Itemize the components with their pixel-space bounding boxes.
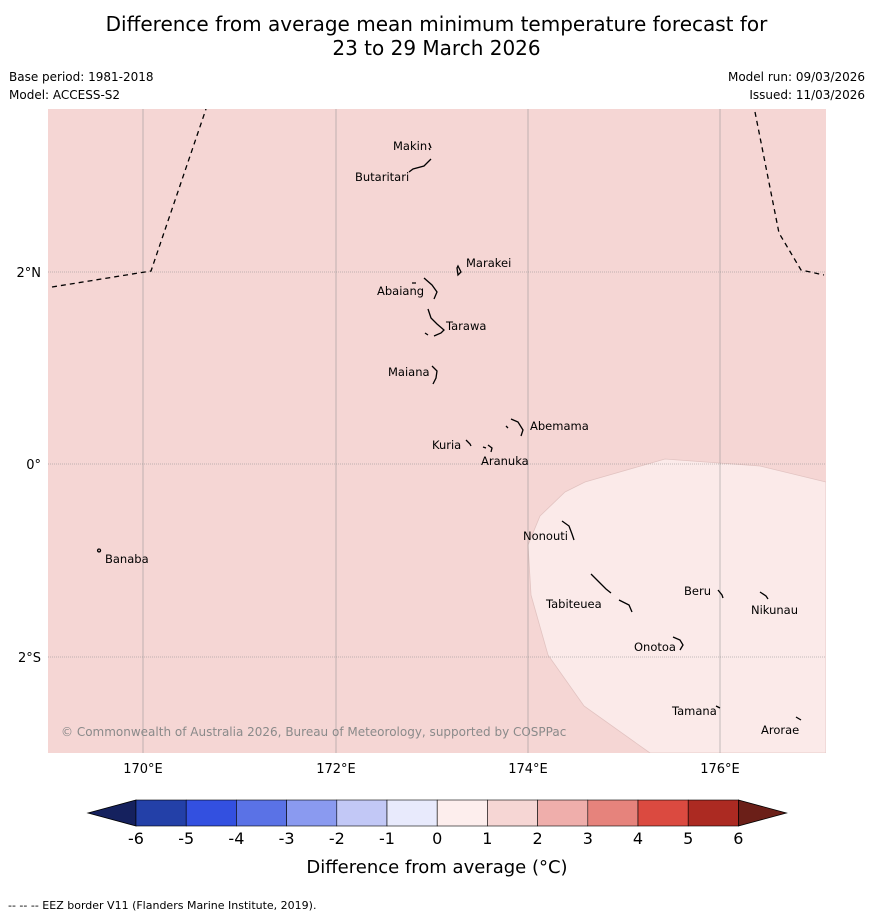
label-abaiang: Abaiang xyxy=(377,284,424,298)
island-kuria xyxy=(465,439,472,447)
island-makin xyxy=(428,142,432,151)
colorbar-under-triangle xyxy=(86,799,137,827)
gridlines xyxy=(48,109,826,753)
colorbar-segment xyxy=(336,799,388,827)
label-nikunau: Nikunau xyxy=(751,603,798,617)
label-abemama: Abemama xyxy=(530,419,589,433)
colorbar-segment xyxy=(185,799,237,827)
issued-date: Issued: 11/03/2026 xyxy=(749,88,865,102)
lat-label-0: 0° xyxy=(26,458,41,473)
colorbar-segment xyxy=(135,799,187,827)
meta-left: Base period: 1981-2018 Model: ACCESS-S2 xyxy=(9,68,154,104)
label-aranuka: Aranuka xyxy=(481,454,529,468)
colorbar-segment xyxy=(236,799,287,827)
lat-label-2n: 2°N xyxy=(17,266,42,281)
eez-border-west xyxy=(51,109,207,288)
label-tamana: Tamana xyxy=(671,704,717,718)
colorbar-segment xyxy=(587,799,639,827)
colorbar-segment xyxy=(537,799,589,827)
colorbar-segment xyxy=(637,799,689,827)
label-makin: Makin xyxy=(393,139,427,153)
island-marakei xyxy=(456,264,462,277)
lon-label-170e: 170°E xyxy=(123,762,163,777)
label-onotoa: Onotoa xyxy=(634,640,676,654)
colorbar-segment xyxy=(487,799,538,827)
island-banaba xyxy=(96,548,102,553)
colorbar-tick-label: 1 xyxy=(482,829,492,848)
title-line-1: Difference from average mean minimum tem… xyxy=(105,12,768,36)
chart-title: Difference from average mean minimum tem… xyxy=(0,12,873,60)
colorbar-tick-label: 6 xyxy=(733,829,743,848)
label-kuria: Kuria xyxy=(432,438,461,452)
island-nikunau xyxy=(759,591,769,600)
colorbar-tick-label: 2 xyxy=(533,829,543,848)
colorbar-tick-label: -1 xyxy=(379,829,395,848)
island-nonouti xyxy=(561,520,575,541)
colorbar: -6 -5 -4 -3 -2 -1 0 1 2 3 4 5 6 xyxy=(86,799,788,848)
colorbar-tick-label: -5 xyxy=(178,829,194,848)
lon-label-172e: 172°E xyxy=(316,762,356,777)
colorbar-tick-label: 0 xyxy=(432,829,442,848)
island-arorae xyxy=(795,716,802,721)
model-name: Model: ACCESS-S2 xyxy=(9,88,121,102)
label-banaba: Banaba xyxy=(105,552,149,566)
label-beru: Beru xyxy=(684,584,711,598)
lon-label-176e: 176°E xyxy=(700,762,740,777)
island-beru xyxy=(717,589,724,599)
colorbar-segment xyxy=(386,799,438,827)
island-tarawa xyxy=(424,308,445,337)
colorbar-segment xyxy=(687,799,739,827)
lat-label-2s: 2°S xyxy=(18,651,41,666)
colorbar-over-triangle xyxy=(738,799,788,827)
island-aranuka xyxy=(482,444,493,453)
colorbar-tick-label: 3 xyxy=(583,829,593,848)
island-tamana xyxy=(715,705,721,709)
label-arorae: Arorae xyxy=(761,723,799,737)
colorbar-tick-label: 5 xyxy=(683,829,693,848)
island-butaritari xyxy=(408,158,432,173)
colorbar-label: Difference from average (°C) xyxy=(306,857,567,878)
title-line-2: 23 to 29 March 2026 xyxy=(332,36,541,60)
island-onotoa xyxy=(672,636,684,651)
colorbar-tick-label: 4 xyxy=(633,829,643,848)
island-tabiteuea xyxy=(590,573,633,613)
label-tarawa: Tarawa xyxy=(445,319,486,333)
island-maiana xyxy=(431,365,438,385)
meta-right: Model run: 09/03/2026 Issued: 11/03/2026 xyxy=(728,68,865,104)
island-abemama xyxy=(505,418,524,437)
lon-label-174e: 174°E xyxy=(508,762,548,777)
label-marakei: Marakei xyxy=(466,256,511,270)
colorbar-tick-label: -4 xyxy=(228,829,244,848)
island-outlines xyxy=(96,142,802,721)
label-maiana: Maiana xyxy=(388,365,430,379)
eez-border-east xyxy=(754,111,825,276)
island-abaiang xyxy=(412,277,438,300)
label-tabiteuea: Tabiteuea xyxy=(545,597,602,611)
colorbar-segment xyxy=(286,799,338,827)
base-period: Base period: 1981-2018 xyxy=(9,70,154,84)
eez-footer-note: -- -- -- EEZ border V11 (Flanders Marine… xyxy=(8,899,317,912)
label-butaritari: Butaritari xyxy=(355,170,409,184)
model-run: Model run: 09/03/2026 xyxy=(727,70,865,84)
colorbar-segment xyxy=(436,799,488,827)
colorbar-tick-label: -2 xyxy=(329,829,345,848)
colorbar-tick-label: -6 xyxy=(128,829,144,848)
copyright-notice: © Commonwealth of Australia 2026, Bureau… xyxy=(61,725,566,739)
colorbar-tick-label: -3 xyxy=(279,829,295,848)
label-nonouti: Nonouti xyxy=(523,529,568,543)
